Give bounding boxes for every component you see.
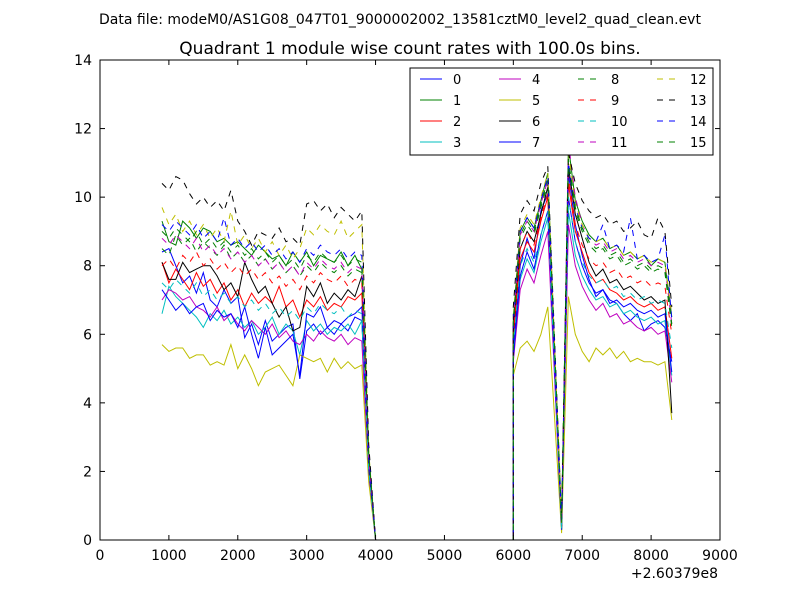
series-line-4 (161, 224, 673, 540)
legend-label-4: 4 (532, 73, 540, 88)
series-line-3 (161, 210, 673, 540)
y-tick-label-7: 14 (74, 53, 92, 69)
plot-border (99, 59, 721, 541)
series-line-8 (161, 162, 673, 540)
x-tick-label-8: 8000 (633, 548, 669, 564)
x-tick-label-4: 4000 (358, 548, 394, 564)
series-line-1 (161, 145, 673, 540)
y-tick-label-4: 8 (83, 259, 92, 275)
series-line-5 (161, 296, 673, 540)
series-line-15 (161, 159, 673, 540)
series-line-7 (161, 197, 673, 540)
legend-label-11: 11 (611, 136, 628, 151)
legend-label-8: 8 (611, 73, 619, 88)
legend-label-6: 6 (532, 115, 540, 130)
legend-label-5: 5 (532, 94, 540, 109)
series-line-0 (161, 173, 673, 540)
legend-label-3: 3 (453, 136, 461, 151)
x-tick-label-7: 7000 (564, 548, 600, 564)
x-tick-label-1: 1000 (151, 548, 187, 564)
series-line-12 (161, 152, 673, 540)
series-line-10 (161, 197, 673, 540)
x-axis: 0 1000 2000 3000 4000 5000 6000 7000 8000 9000 (96, 60, 738, 564)
series-line-11 (161, 142, 673, 540)
legend-label-13: 13 (690, 94, 707, 109)
y-tick-label-6: 12 (74, 122, 92, 138)
series-line-6 (161, 166, 673, 540)
legend-label-9: 9 (611, 94, 619, 109)
series-line-14 (161, 162, 673, 540)
y-tick-label-2: 4 (83, 396, 92, 412)
y-tick-label-3: 6 (83, 327, 92, 343)
y-tick-label-5: 10 (74, 190, 92, 206)
series-layer (161, 142, 673, 540)
legend-box (409, 67, 714, 156)
legend-label-15: 15 (690, 136, 707, 151)
x-axis-offset-label: +2.60379e8 (631, 566, 718, 582)
x-tick-label-9: 9000 (702, 548, 738, 564)
legend-label-12: 12 (690, 73, 707, 88)
legend-label-0: 0 (453, 73, 461, 88)
y-tick-label-0: 0 (83, 533, 92, 549)
legend-label-7: 7 (532, 136, 540, 151)
legend-label-1: 1 (453, 94, 461, 109)
legend-label-10: 10 (611, 115, 628, 130)
x-tick-label-0: 0 (96, 548, 105, 564)
figure-suptitle: Data file: modeM0/AS1G08_047T01_90000020… (99, 12, 701, 28)
y-tick-label-1: 2 (83, 464, 92, 480)
x-tick-label-5: 5000 (427, 548, 463, 564)
x-tick-label-6: 6000 (496, 548, 532, 564)
series-line-9 (161, 176, 673, 540)
legend-label-14: 14 (690, 115, 707, 130)
legend-label-2: 2 (453, 115, 461, 130)
series-line-13 (161, 152, 673, 540)
x-tick-label-3: 3000 (289, 548, 325, 564)
x-tick-label-2: 2000 (220, 548, 256, 564)
chart-title: Quadrant 1 module wise count rates with … (179, 39, 640, 59)
